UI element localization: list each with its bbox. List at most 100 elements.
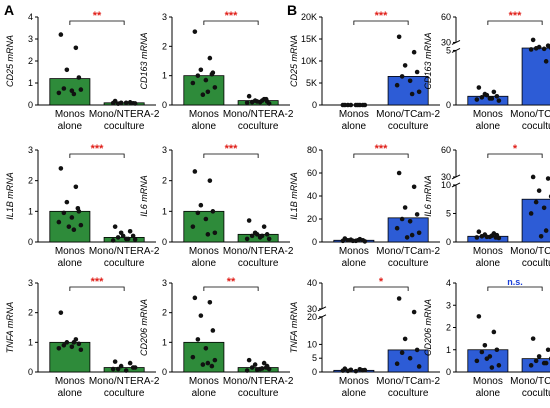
y-tick-label: 5 <box>312 353 317 363</box>
data-point <box>394 361 400 367</box>
x-category-label: Monos <box>473 246 503 257</box>
data-point <box>69 344 75 350</box>
y-axis-label: TNFA mRNA <box>289 302 299 354</box>
data-point <box>78 222 84 228</box>
data-point <box>58 32 64 37</box>
data-point <box>132 237 138 242</box>
y-tick-label: 1 <box>28 337 33 347</box>
data-point <box>132 365 138 370</box>
x-category-label: Monos <box>473 376 503 387</box>
data-point <box>416 89 422 95</box>
data-point <box>491 89 497 95</box>
data-point <box>56 345 62 351</box>
data-point <box>190 224 196 229</box>
data-point <box>69 88 75 93</box>
data-point <box>414 212 420 217</box>
data-point <box>340 238 346 244</box>
bar-1 <box>467 349 509 373</box>
data-point <box>259 98 265 103</box>
data-point <box>494 347 500 353</box>
x-category-label: Mono/TCam-2 <box>376 376 440 387</box>
y-tick-label: 3 <box>162 278 167 288</box>
data-point <box>195 337 201 342</box>
data-point <box>474 97 480 102</box>
data-point <box>479 233 485 239</box>
data-point <box>416 230 422 236</box>
y-tick-label: 60 <box>441 12 451 22</box>
x-category-label: coculture <box>522 258 550 269</box>
bar-1 <box>183 210 225 243</box>
y-tick-label: 60 <box>441 145 451 155</box>
data-point <box>200 92 206 98</box>
data-point <box>263 365 269 370</box>
data-point <box>64 67 70 73</box>
data-point <box>115 235 121 240</box>
x-category-label: coculture <box>238 121 279 132</box>
y-tick-label: 5K <box>306 78 317 88</box>
data-point <box>530 37 536 43</box>
data-point <box>362 239 368 244</box>
data-point <box>123 368 129 373</box>
x-category-label: Monos <box>55 246 85 257</box>
data-point <box>212 85 218 90</box>
data-point <box>112 224 118 229</box>
data-point <box>244 100 250 105</box>
significance-bracket <box>69 153 125 158</box>
data-point <box>198 67 204 73</box>
y-tick-label: 2 <box>28 56 33 66</box>
data-point <box>71 340 77 345</box>
data-point <box>543 228 549 233</box>
data-point <box>205 232 211 237</box>
data-point <box>543 59 549 64</box>
x-category-label: Monos <box>189 376 219 387</box>
data-point <box>261 224 267 229</box>
data-point <box>530 336 536 341</box>
y-tick-label: 3 <box>28 34 33 44</box>
data-point <box>394 82 400 88</box>
x-category-label: Mono/NTERA-2 <box>223 246 294 257</box>
significance-label: *** <box>375 143 389 155</box>
x-category-label: Mono/NTERA-2 <box>223 376 294 387</box>
data-point <box>246 93 252 99</box>
data-point <box>69 215 75 220</box>
data-point <box>493 235 499 240</box>
significance-label: *** <box>225 143 239 155</box>
data-point <box>530 174 536 180</box>
x-category-label: coculture <box>238 388 279 399</box>
data-point <box>407 78 413 84</box>
data-point <box>118 363 124 369</box>
data-point <box>120 233 126 239</box>
data-point <box>205 360 211 366</box>
data-point <box>200 362 206 367</box>
y-tick-label: 2 <box>162 176 167 186</box>
significance-bracket <box>69 20 125 25</box>
data-point <box>78 87 84 92</box>
data-point <box>399 74 405 79</box>
data-point <box>396 296 402 301</box>
data-point <box>115 366 121 372</box>
y-tick-label: 0 <box>446 237 451 247</box>
x-category-label: Mono/TCam-2 <box>510 376 550 387</box>
data-point <box>203 345 209 351</box>
data-point <box>195 73 201 78</box>
data-point <box>115 101 121 106</box>
data-point <box>58 310 64 315</box>
significance-label: ** <box>93 10 102 22</box>
data-point <box>127 228 133 234</box>
data-point <box>71 227 77 233</box>
y-tick-label: 30 <box>307 304 317 314</box>
x-category-label: Monos <box>189 246 219 257</box>
panel-label-a: A <box>4 2 15 18</box>
y-tick-label: 40 <box>307 191 317 201</box>
y-tick-label: 4 <box>446 278 451 288</box>
y-tick-label: 2 <box>28 308 33 318</box>
bar-1 <box>183 341 225 373</box>
data-point <box>479 95 485 100</box>
data-point <box>402 63 408 68</box>
x-category-label: alone <box>476 258 501 269</box>
y-axis-label: IL1B mRNA <box>289 172 299 220</box>
